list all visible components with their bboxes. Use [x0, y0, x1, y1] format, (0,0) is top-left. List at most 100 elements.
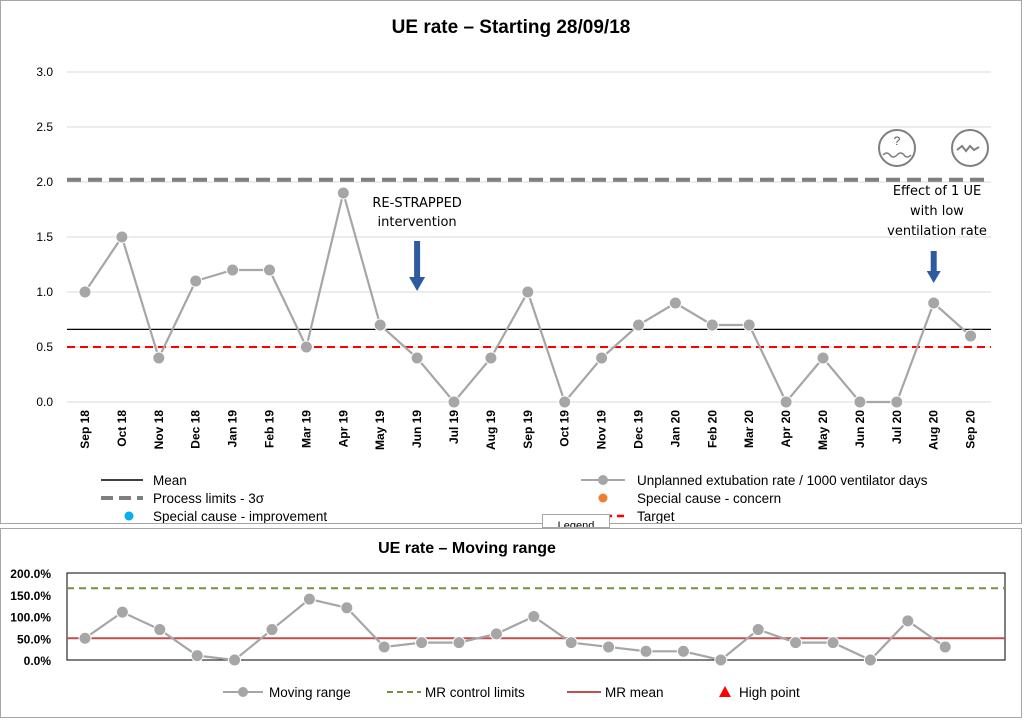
annotation-text: ventilation rate — [887, 224, 987, 239]
ue-rate-chart-panel: UE rate – Starting 28/09/18 3.0 2.5 2.0 1.5 1… — [0, 0, 1022, 524]
data-point — [377, 640, 391, 654]
data-point — [78, 631, 92, 645]
y-tick-label: 2.0 — [36, 175, 53, 189]
data-point — [153, 623, 167, 637]
chart-title: UE rate – Starting 28/09/18 — [392, 17, 631, 38]
y-tick-label: 150.0% — [10, 589, 51, 603]
data-point — [115, 230, 129, 244]
data-point — [714, 653, 728, 667]
legend-high-label: High point — [739, 685, 800, 700]
annotation-arrow-head — [926, 271, 941, 283]
data-point — [890, 395, 904, 409]
legend-mean-label: MR mean — [605, 685, 664, 700]
annotation-text: RE-STRAPPED — [372, 196, 461, 211]
data-point — [602, 640, 616, 654]
data-point — [410, 351, 424, 365]
data-point — [558, 395, 572, 409]
x-tick-label: Apr 19 — [336, 410, 350, 448]
variation-icon — [951, 129, 989, 167]
x-tick-label: Aug 19 — [484, 410, 498, 450]
data-point — [484, 351, 498, 365]
plot-frame — [66, 572, 1006, 661]
x-tick-label: Nov 18 — [152, 410, 166, 450]
data-point — [964, 329, 978, 343]
legend-series-label: Unplanned extubation rate / 1000 ventila… — [637, 473, 928, 488]
data-point — [676, 644, 690, 658]
legend-concern-label: Special cause - concern — [637, 491, 781, 506]
legend-improvement-marker — [124, 511, 134, 521]
data-point — [816, 351, 830, 365]
data-point — [527, 610, 541, 623]
data-point — [742, 318, 756, 332]
x-tick-label: Jul 20 — [890, 410, 904, 444]
data-point — [789, 636, 803, 650]
legend-limits-label: Process limits - 3σ — [153, 491, 265, 506]
legend-mr-label: Moving range — [269, 685, 351, 700]
data-point — [639, 644, 653, 658]
data-point — [228, 653, 242, 667]
x-tick-label: Jan 19 — [226, 410, 240, 448]
y-tick-label: 50.0% — [17, 632, 51, 646]
data-point — [265, 623, 279, 637]
svg-text:?: ? — [894, 134, 901, 148]
data-point — [302, 592, 316, 606]
x-tick-label: Oct 18 — [115, 410, 129, 447]
ue-rate-chart: UE rate – Starting 28/09/18 3.0 2.5 2.0 1.5 1… — [36, 17, 991, 523]
y-tick-label: 2.5 — [36, 120, 53, 134]
data-point — [927, 296, 941, 310]
x-tick-label: Feb 19 — [263, 410, 277, 448]
data-point — [521, 285, 535, 299]
chart-title: UE rate – Moving range — [378, 540, 556, 557]
x-tick-label: Jun 19 — [410, 410, 424, 448]
assurance-icon: ? — [878, 129, 916, 167]
data-point — [853, 395, 867, 409]
legend-mean-label: Mean — [153, 473, 187, 488]
data-point — [152, 351, 166, 365]
data-point — [632, 318, 645, 332]
x-tick-label: Jul 19 — [447, 410, 461, 444]
data-point — [452, 636, 466, 650]
legend-tab[interactable]: Legend — [542, 514, 610, 528]
x-tick-label: Oct 19 — [558, 410, 572, 447]
data-point — [189, 274, 203, 288]
x-tick-label: Dec 18 — [189, 410, 203, 449]
x-tick-label: Mar 19 — [299, 410, 313, 448]
legend-concern-marker — [598, 493, 608, 503]
data-point — [751, 623, 765, 637]
data-point — [115, 605, 129, 619]
data-point — [415, 636, 429, 650]
data-point — [226, 263, 240, 277]
data-point — [190, 649, 204, 663]
data-point — [668, 296, 682, 310]
y-tick-label: 1.0 — [36, 285, 53, 299]
data-point — [705, 318, 719, 332]
moving-range-chart-panel: UE rate – Moving range 200.0% 150.0% 100.0%… — [0, 528, 1022, 718]
legend-target-label: Target — [637, 509, 675, 523]
x-tick-label: Apr 20 — [779, 410, 793, 448]
annotation-arrow-head — [409, 277, 426, 291]
data-point — [779, 395, 793, 409]
x-tick-label: Jun 20 — [853, 410, 867, 448]
x-tick-label: Dec 19 — [632, 410, 646, 449]
x-tick-label: Sep 19 — [521, 410, 535, 449]
y-tick-label: 1.5 — [36, 230, 53, 244]
legend-improvement-label: Special cause - improvement — [153, 509, 327, 523]
x-tick-label: Mar 20 — [742, 410, 756, 448]
data-point — [938, 640, 952, 654]
data-point — [489, 627, 503, 641]
data-point — [336, 186, 350, 200]
moving-range-line — [84, 597, 946, 662]
x-tick-label: Feb 20 — [705, 410, 719, 448]
data-point — [340, 601, 354, 615]
annotation-text: intervention — [378, 215, 457, 230]
annotation-arrow-shaft — [930, 251, 937, 273]
legend-mr-marker — [238, 687, 248, 697]
x-tick-label: May 19 — [373, 410, 387, 450]
x-tick-label: Sep 18 — [78, 410, 92, 449]
data-point — [299, 340, 313, 354]
data-point — [863, 653, 877, 667]
legend-high-marker — [719, 686, 731, 697]
data-point — [78, 285, 92, 299]
x-tick-label: Jan 20 — [668, 410, 682, 448]
y-tick-label: 3.0 — [36, 65, 53, 79]
